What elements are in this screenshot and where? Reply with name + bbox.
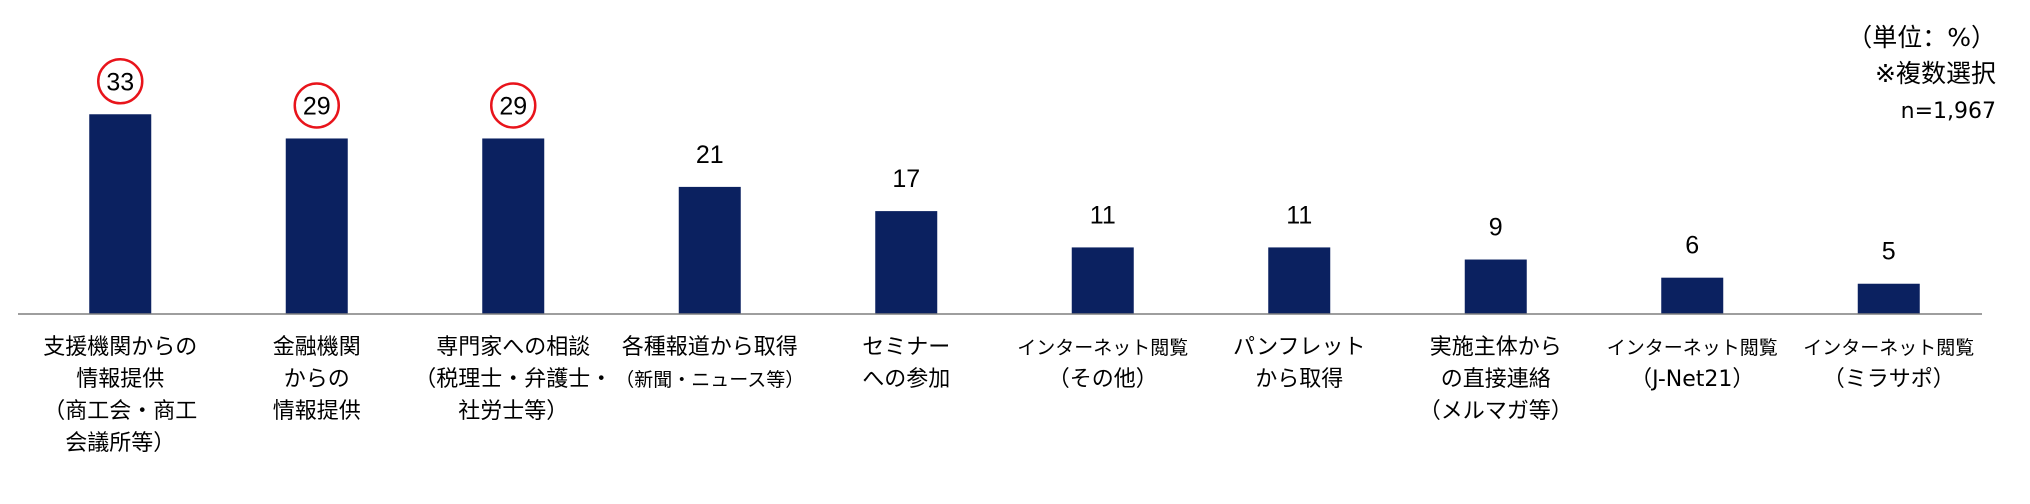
highlight-circle-1 <box>293 82 340 129</box>
category-label-0-1: 情報提供 <box>76 367 164 392</box>
bar-3 <box>678 186 741 314</box>
value-label-5: 11 <box>1090 201 1116 229</box>
bar-4 <box>875 211 938 314</box>
category-label-2-2: 社労士等） <box>458 399 568 424</box>
category-label-1-0: 金融機関 <box>273 335 361 360</box>
value-label-4: 17 <box>892 165 920 193</box>
category-label-7-0: 実施主体から <box>1430 335 1562 360</box>
value-label-2: 29 <box>499 92 527 120</box>
category-label-2-1: （税理士・弁護士・ <box>414 367 612 392</box>
value-label-6: 11 <box>1286 201 1312 229</box>
category-label-8-1: （J-Net21） <box>1630 367 1754 392</box>
value-label-8: 6 <box>1685 232 1699 260</box>
category-label-6-0: パンフレット <box>1233 335 1365 360</box>
bar-1 <box>285 138 348 314</box>
multiple-choice-note: ※複数選択 <box>1875 59 1996 88</box>
category-label-6-1: から取得 <box>1255 367 1343 392</box>
category-label-5-0: インターネット閲覧 <box>1017 337 1188 359</box>
value-label-1: 29 <box>303 92 331 120</box>
category-label-8-0: インターネット閲覧 <box>1607 337 1778 359</box>
value-label-9: 5 <box>1882 238 1896 266</box>
category-label-0-0: 支援機関からの <box>43 335 197 360</box>
category-label-2-0: 専門家への相談 <box>436 335 590 360</box>
highlight-circle-2 <box>490 82 537 129</box>
sample-size-note: n=1,967 <box>1900 99 1996 124</box>
bar-9 <box>1857 283 1920 314</box>
category-label-3-0: 各種報道から取得 <box>622 335 798 360</box>
value-label-3: 21 <box>696 141 724 169</box>
highlight-circle-0 <box>97 58 144 105</box>
bar-6 <box>1268 247 1331 314</box>
category-label-9-0: インターネット閲覧 <box>1803 337 1974 359</box>
unit-note: （単位：%） <box>1847 23 1996 52</box>
category-label-0-3: 会議所等） <box>65 431 175 456</box>
bar-2 <box>482 138 545 314</box>
bar-5 <box>1071 247 1134 314</box>
category-label-7-2: （メルマガ等） <box>1419 399 1573 424</box>
category-label-0-2: （商工会・商工 <box>43 399 197 424</box>
category-label-4-1: への参加 <box>862 367 950 392</box>
category-label-5-1: （その他） <box>1048 367 1158 392</box>
category-label-7-1: の直接連絡 <box>1441 367 1551 392</box>
value-label-7: 9 <box>1489 214 1503 242</box>
bar-7 <box>1464 259 1527 314</box>
category-label-9-1: （ミラサポ） <box>1823 367 1955 392</box>
category-label-4-0: セミナー <box>862 335 950 360</box>
category-label-1-2: 情報提供 <box>273 399 361 424</box>
bar-8 <box>1661 277 1724 314</box>
category-label-1-1: からの <box>284 367 350 392</box>
category-label-3-1: （新聞・ニュース等） <box>615 369 804 391</box>
bar-0 <box>89 114 152 315</box>
value-label-0: 33 <box>106 68 134 96</box>
